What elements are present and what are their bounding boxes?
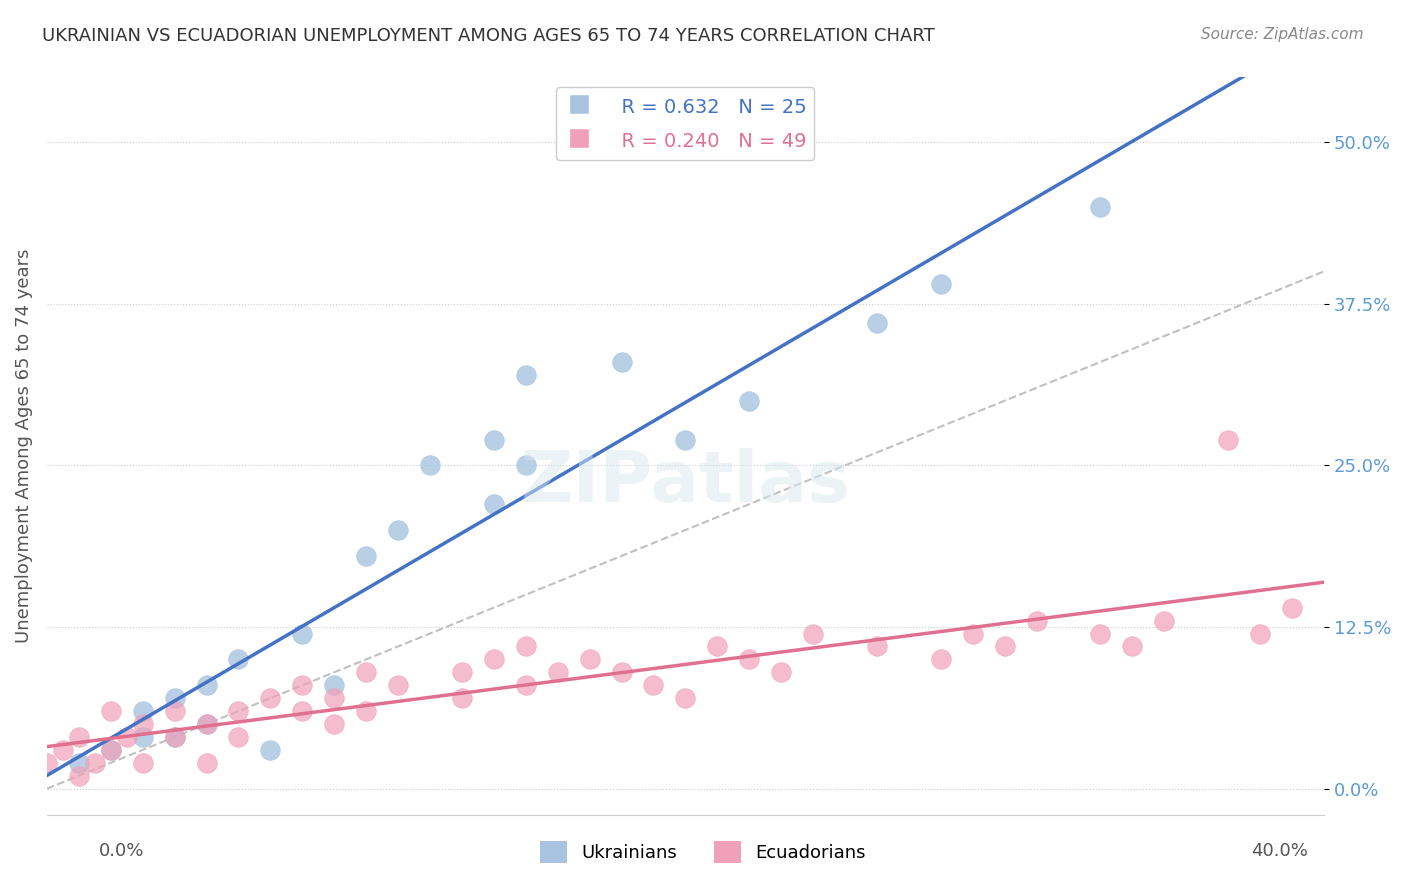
Point bbox=[354, 704, 377, 718]
Point bbox=[323, 691, 346, 706]
Point bbox=[163, 730, 186, 744]
Point bbox=[323, 717, 346, 731]
Point bbox=[100, 743, 122, 757]
Point bbox=[451, 665, 474, 680]
Text: 40.0%: 40.0% bbox=[1251, 842, 1308, 860]
Text: 0.0%: 0.0% bbox=[98, 842, 143, 860]
Point bbox=[801, 626, 824, 640]
Point bbox=[131, 730, 153, 744]
Point bbox=[482, 497, 505, 511]
Point bbox=[291, 626, 314, 640]
Point bbox=[67, 769, 90, 783]
Point bbox=[547, 665, 569, 680]
Point bbox=[259, 743, 281, 757]
Point bbox=[706, 640, 728, 654]
Point bbox=[419, 458, 441, 473]
Point bbox=[131, 704, 153, 718]
Point bbox=[578, 652, 600, 666]
Point bbox=[929, 652, 952, 666]
Point bbox=[1281, 600, 1303, 615]
Point bbox=[1121, 640, 1143, 654]
Point bbox=[195, 717, 218, 731]
Point bbox=[451, 691, 474, 706]
Legend:   R = 0.632   N = 25,   R = 0.240   N = 49: R = 0.632 N = 25, R = 0.240 N = 49 bbox=[557, 87, 814, 160]
Point bbox=[929, 277, 952, 292]
Text: UKRAINIAN VS ECUADORIAN UNEMPLOYMENT AMONG AGES 65 TO 74 YEARS CORRELATION CHART: UKRAINIAN VS ECUADORIAN UNEMPLOYMENT AMO… bbox=[42, 27, 935, 45]
Point bbox=[228, 704, 250, 718]
Point bbox=[259, 691, 281, 706]
Point bbox=[163, 704, 186, 718]
Point bbox=[131, 717, 153, 731]
Point bbox=[163, 691, 186, 706]
Point bbox=[228, 730, 250, 744]
Y-axis label: Unemployment Among Ages 65 to 74 years: Unemployment Among Ages 65 to 74 years bbox=[15, 249, 32, 643]
Point bbox=[35, 756, 58, 770]
Point bbox=[515, 458, 537, 473]
Point bbox=[195, 678, 218, 692]
Point bbox=[195, 756, 218, 770]
Point bbox=[1249, 626, 1271, 640]
Text: ZIPatlas: ZIPatlas bbox=[520, 449, 851, 517]
Point bbox=[354, 665, 377, 680]
Point bbox=[163, 730, 186, 744]
Point bbox=[610, 355, 633, 369]
Point bbox=[1090, 200, 1112, 214]
Point bbox=[291, 704, 314, 718]
Point bbox=[354, 549, 377, 563]
Point bbox=[52, 743, 75, 757]
Point bbox=[195, 717, 218, 731]
Point bbox=[1216, 433, 1239, 447]
Point bbox=[994, 640, 1017, 654]
Point bbox=[115, 730, 138, 744]
Point bbox=[962, 626, 984, 640]
Point bbox=[323, 678, 346, 692]
Point bbox=[1025, 614, 1047, 628]
Point bbox=[387, 678, 409, 692]
Point bbox=[131, 756, 153, 770]
Point bbox=[610, 665, 633, 680]
Point bbox=[100, 704, 122, 718]
Point bbox=[291, 678, 314, 692]
Legend: Ukrainians, Ecuadorians: Ukrainians, Ecuadorians bbox=[533, 834, 873, 870]
Point bbox=[387, 523, 409, 537]
Point bbox=[1090, 626, 1112, 640]
Point bbox=[100, 743, 122, 757]
Point bbox=[482, 652, 505, 666]
Point bbox=[482, 433, 505, 447]
Point bbox=[866, 316, 889, 330]
Point bbox=[738, 393, 761, 408]
Point bbox=[515, 368, 537, 382]
Point bbox=[67, 730, 90, 744]
Point bbox=[83, 756, 105, 770]
Point bbox=[770, 665, 793, 680]
Point bbox=[866, 640, 889, 654]
Text: Source: ZipAtlas.com: Source: ZipAtlas.com bbox=[1201, 27, 1364, 42]
Point bbox=[738, 652, 761, 666]
Point bbox=[228, 652, 250, 666]
Point bbox=[673, 433, 696, 447]
Point bbox=[643, 678, 665, 692]
Point bbox=[67, 756, 90, 770]
Point bbox=[515, 640, 537, 654]
Point bbox=[515, 678, 537, 692]
Point bbox=[1153, 614, 1175, 628]
Point bbox=[673, 691, 696, 706]
